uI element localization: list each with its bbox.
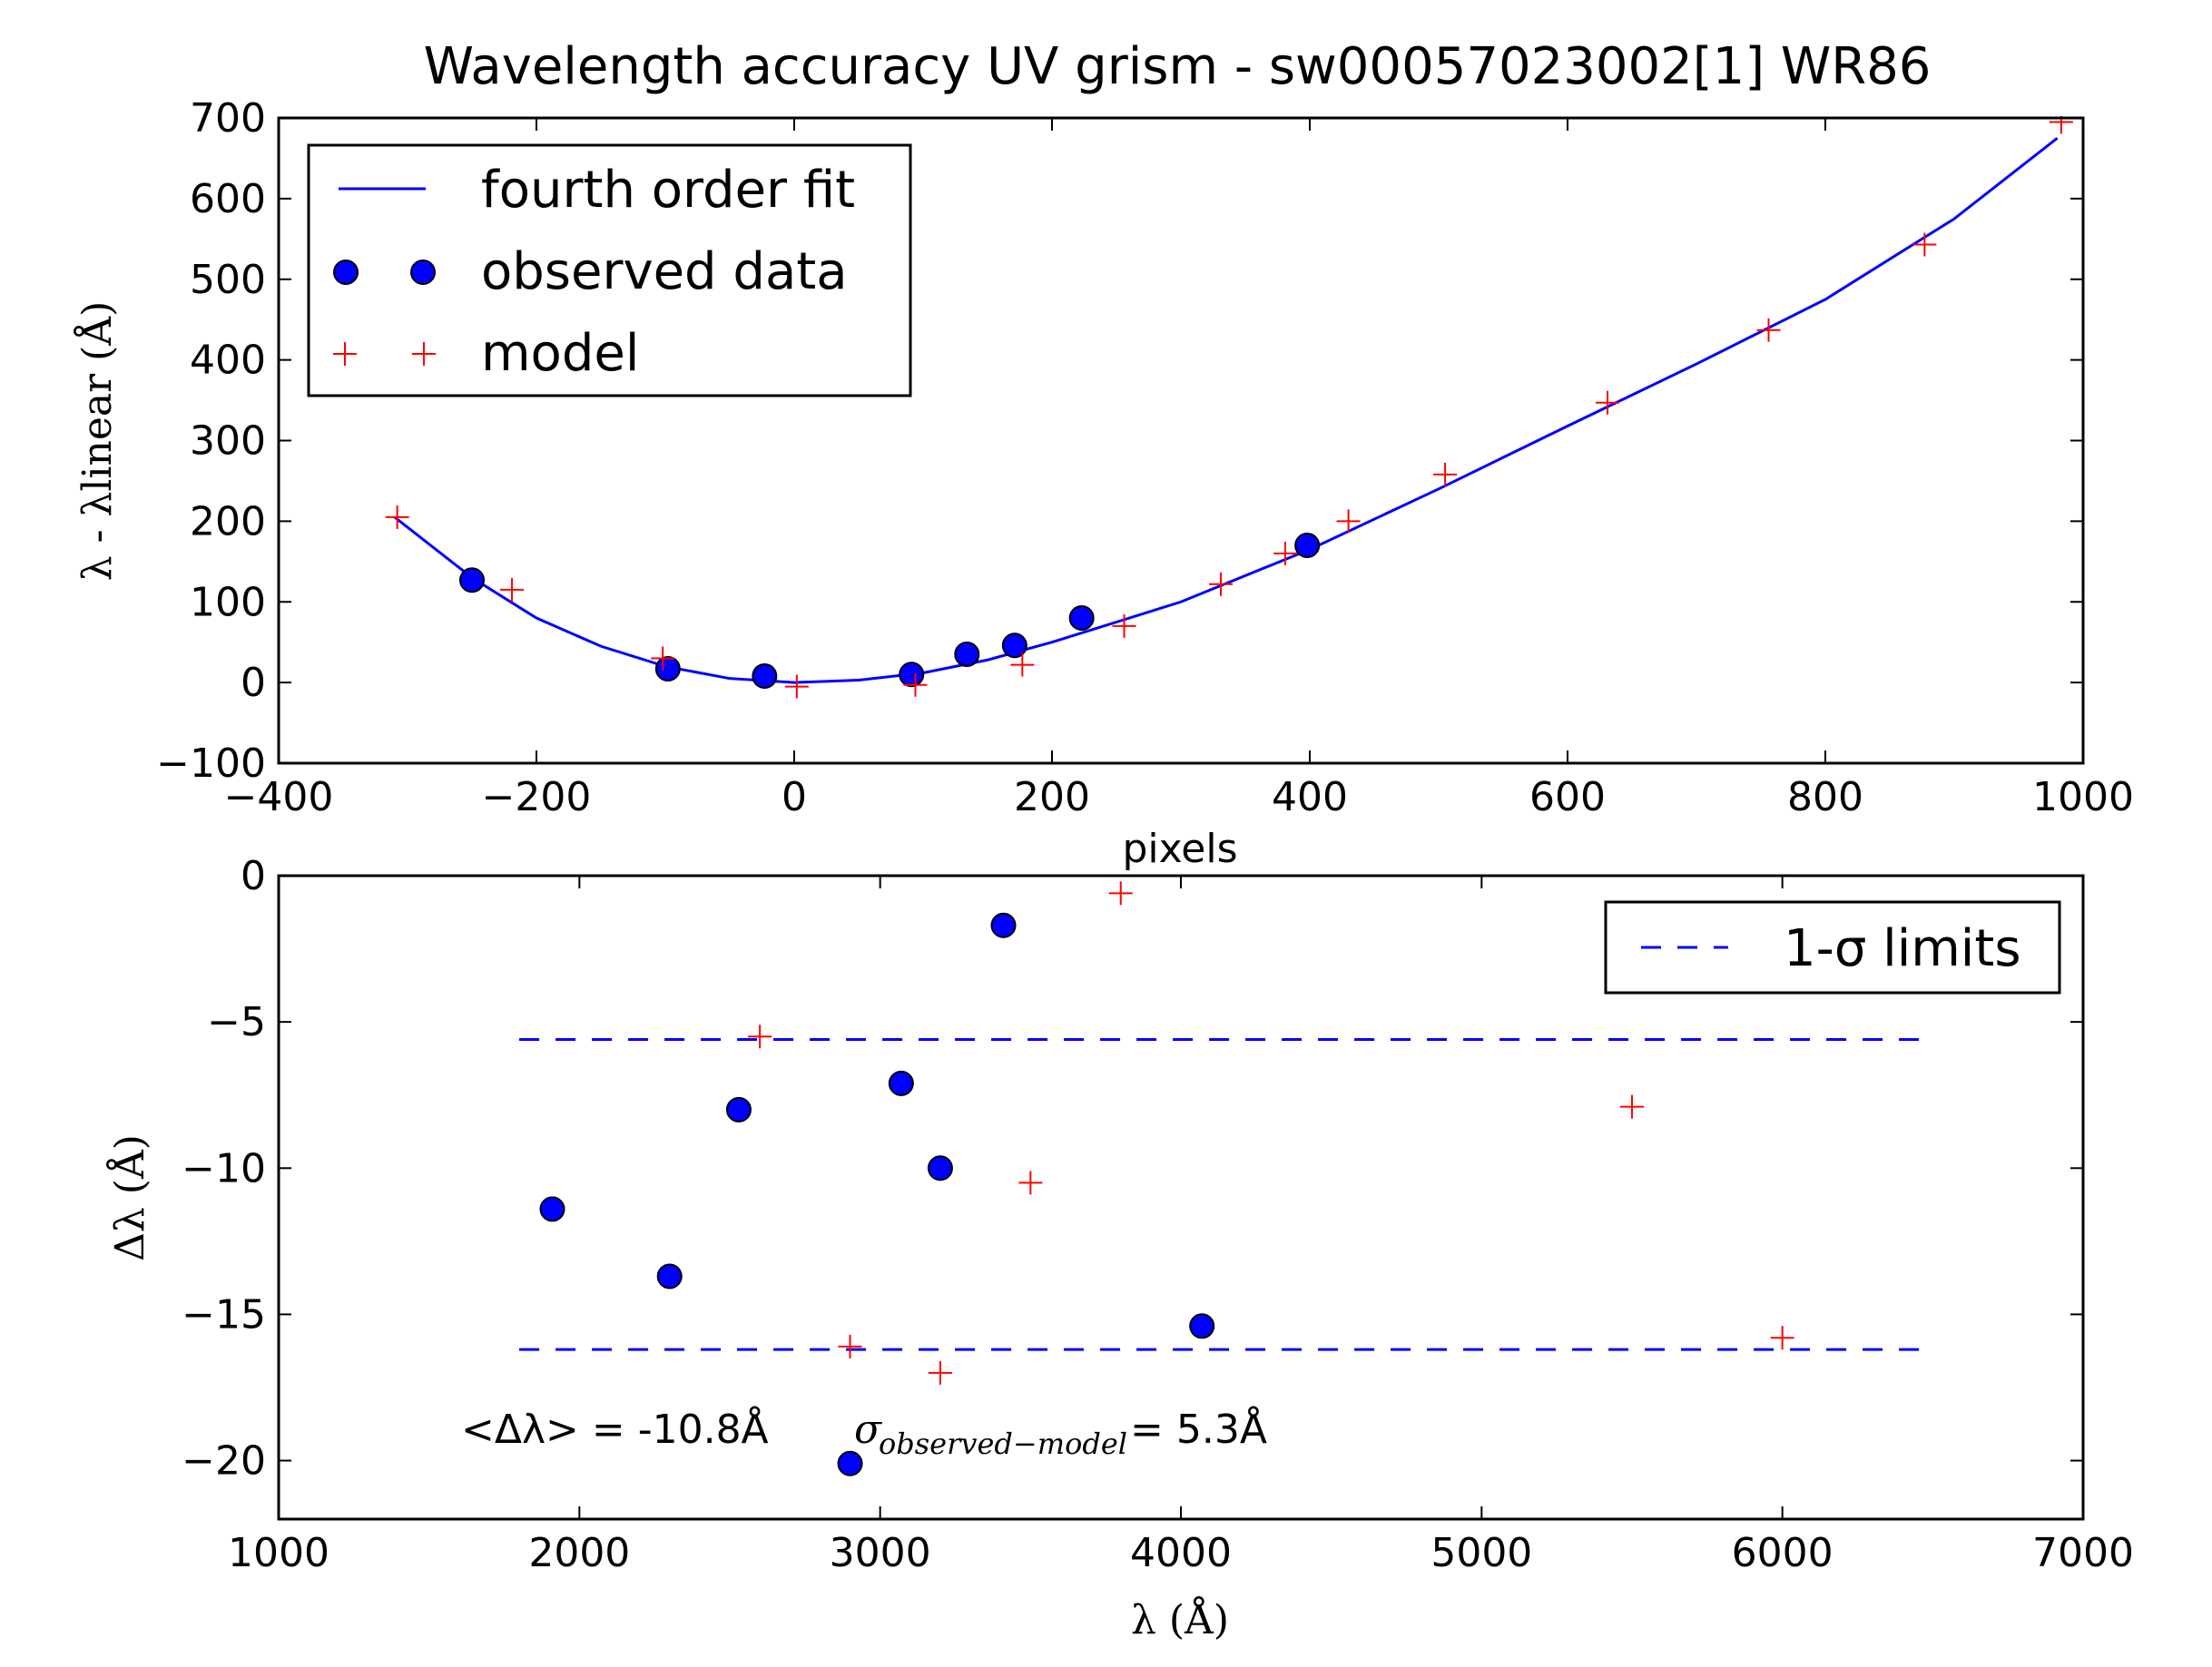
legend-model-marker — [333, 342, 436, 366]
bottom-model-point — [1018, 1171, 1043, 1195]
legend-observed-marker — [410, 260, 436, 285]
top-y-tick-label: 500 — [190, 257, 266, 303]
top-y-tick-label: 100 — [190, 579, 266, 625]
bottom-y-tick-label: −10 — [182, 1145, 266, 1191]
top-observed-point — [1294, 533, 1321, 559]
top-observed-point — [1068, 605, 1095, 632]
top-model-point — [1912, 232, 1937, 257]
top-model-point — [385, 505, 409, 529]
bottom-x-tick-label: 4000 — [1130, 1530, 1232, 1576]
top-model-point — [1273, 541, 1298, 565]
top-y-tick-label: 600 — [190, 176, 266, 222]
bottom-observed-point — [927, 1155, 953, 1182]
top-observed-point — [1001, 632, 1027, 659]
bottom-observed-point — [539, 1196, 565, 1222]
mean-annotation: <Δλ> = -10.8Å — [461, 1405, 769, 1453]
top-x-tick-label: 1000 — [2032, 774, 2134, 820]
bottom-observed-point — [656, 1263, 683, 1289]
top-observed-point — [899, 662, 925, 688]
bottom-axis-ticks: 1000 2000 3000 4000 5000 6000 7000 −20 −15 −10 −5 0 — [182, 853, 2134, 1576]
bottom-x-tick-label: 6000 — [1732, 1530, 1834, 1576]
top-model-point — [1433, 462, 1458, 486]
top-plot-marks — [385, 116, 2073, 699]
bottom-y-tick-label: 0 — [241, 853, 266, 899]
top-legend: fourth order fit observed data model — [307, 143, 912, 397]
bottom-x-axis-label: λ (Å) — [1131, 1595, 1229, 1643]
top-x-tick-label: 200 — [1014, 774, 1090, 820]
top-x-tick-label: 400 — [1272, 774, 1348, 820]
top-series-0-line — [393, 137, 2059, 684]
top-x-tick-label: 800 — [1787, 774, 1863, 820]
bottom-observed-point — [1189, 1313, 1215, 1339]
legend-fit-label: fourth order fit — [481, 161, 855, 220]
top-y-tick-label: −100 — [156, 740, 266, 787]
top-observed-point — [752, 663, 778, 690]
stats-annotation: <Δλ> = -10.8Å σ observed−model = 5.3Å — [461, 1405, 1267, 1461]
top-y-axis-label: λ - λlinear (Å) — [73, 301, 121, 582]
bottom-observed-point — [888, 1070, 914, 1096]
top-plot-panel: Wavelength accuracy UV grism - sw0005702… — [73, 37, 2134, 872]
top-observed-point — [654, 656, 681, 682]
top-model-point — [500, 577, 525, 602]
bottom-model-point — [748, 1025, 772, 1049]
bottom-model-point — [1620, 1094, 1644, 1119]
bottom-legend: 1-σ limits — [1604, 900, 2061, 995]
top-model-point — [1336, 509, 1361, 534]
bottom-y-tick-label: −5 — [207, 999, 266, 1045]
bottom-x-tick-label: 5000 — [1430, 1530, 1532, 1576]
top-model-point — [1112, 613, 1136, 638]
sigma-subscript: observed−model — [879, 1427, 1127, 1461]
bottom-observed-point — [837, 1450, 863, 1476]
legend-model-label: model — [481, 324, 639, 383]
chart-title: Wavelength accuracy UV grism - sw0005702… — [424, 37, 1932, 96]
bottom-x-tick-label: 7000 — [2032, 1530, 2134, 1576]
sigma-symbol: σ — [854, 1407, 883, 1453]
top-observed-point — [954, 642, 980, 668]
top-model-point — [2049, 116, 2073, 134]
top-model-point — [1010, 652, 1035, 677]
legend-sigma-label: 1-σ limits — [1784, 919, 2021, 978]
bottom-plot-panel: 1000 2000 3000 4000 5000 6000 7000 −20 −15 −10 −5 0… — [105, 853, 2134, 1643]
bottom-y-tick-label: −15 — [182, 1291, 266, 1338]
top-model-point — [651, 646, 675, 671]
top-y-tick-label: 400 — [190, 338, 266, 384]
top-y-tick-label: 0 — [241, 660, 266, 706]
top-legend-box — [307, 143, 912, 397]
legend-observed-marker — [333, 260, 359, 285]
top-model-point — [1596, 390, 1620, 415]
top-axis-ticks: −400 −200 0 200 400 600 800 1000 −100 0 100 200 300 4… — [156, 95, 2134, 820]
top-y-tick-label: 700 — [190, 95, 266, 142]
bottom-observed-point — [725, 1096, 752, 1123]
bottom-x-tick-label: 2000 — [528, 1530, 630, 1576]
bottom-y-tick-label: −20 — [182, 1438, 266, 1485]
top-y-tick-label: 200 — [190, 498, 266, 544]
top-x-axis-label: pixels — [1122, 826, 1237, 872]
top-model-point — [1209, 572, 1234, 596]
bottom-y-axis-label: Δλ (Å) — [105, 1134, 153, 1261]
bottom-x-tick-label: 3000 — [830, 1530, 931, 1576]
bottom-x-tick-label: 1000 — [228, 1530, 329, 1576]
top-x-tick-label: 600 — [1529, 774, 1606, 820]
top-y-tick-label: 300 — [190, 418, 266, 465]
sigma-annotation: = 5.3Å — [1130, 1405, 1267, 1453]
bottom-observed-point — [990, 912, 1017, 938]
legend-observed-label: observed data — [481, 242, 848, 301]
top-x-tick-label: −400 — [224, 774, 334, 820]
top-model-point — [903, 672, 928, 697]
bottom-model-point — [838, 1334, 862, 1358]
top-x-tick-label: −200 — [482, 774, 592, 820]
bottom-model-point — [928, 1360, 952, 1385]
top-x-tick-label: 0 — [782, 774, 807, 820]
top-model-point — [1756, 318, 1781, 342]
bottom-model-point — [1108, 881, 1133, 906]
bottom-model-point — [1770, 1326, 1794, 1350]
top-observed-point — [459, 567, 485, 593]
top-model-point — [784, 674, 809, 699]
